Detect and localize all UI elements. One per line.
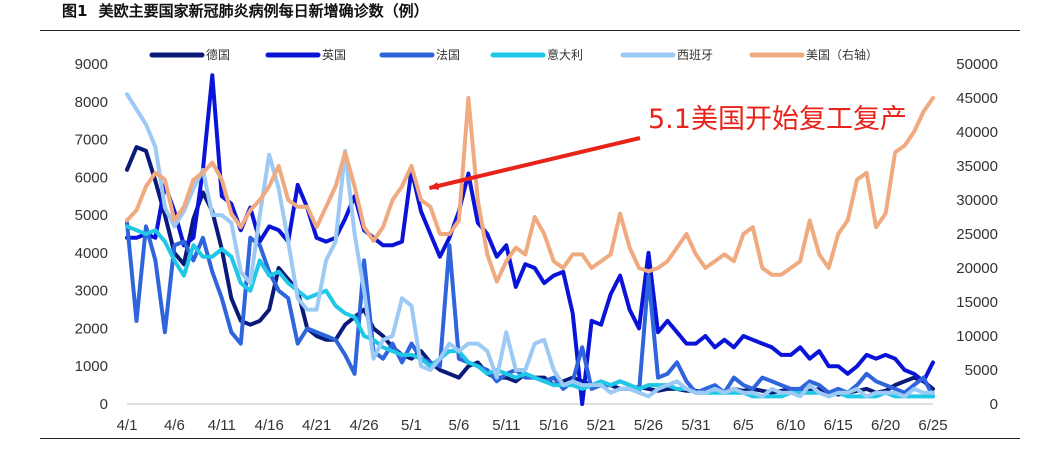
x-tick-label: 4/6 bbox=[164, 417, 185, 434]
right-tick-label: 35000 bbox=[956, 158, 998, 175]
figure-title: 美欧主要国家新冠肺炎病例每日新增确诊数（例） bbox=[98, 2, 429, 20]
right-tick-label: 0 bbox=[990, 396, 998, 413]
x-tick-label: 5/6 bbox=[448, 417, 469, 434]
right-axis-ticks: 0 5000 10000 15000 20000 25000 30000 35000 40000… bbox=[956, 56, 998, 413]
right-tick-label: 50000 bbox=[956, 56, 998, 73]
right-tick-label: 45000 bbox=[956, 90, 998, 107]
x-tick-label: 5/16 bbox=[539, 417, 568, 434]
series-line-4 bbox=[125, 92, 935, 399]
legend-label: 英国 bbox=[322, 48, 346, 62]
legend-label: 西班牙 bbox=[677, 48, 713, 62]
x-tick-label: 5/11 bbox=[492, 417, 520, 434]
x-tick-label: 6/20 bbox=[871, 417, 900, 434]
x-tick-label: 6/25 bbox=[918, 417, 947, 434]
annotation: 5.1美国开始复工复产 bbox=[428, 104, 907, 190]
x-tick-label: 4/21 bbox=[302, 417, 331, 434]
legend-label: 德国 bbox=[206, 47, 230, 62]
left-tick-label: 3000 bbox=[75, 283, 108, 300]
x-tick-label: 5/31 bbox=[681, 417, 710, 434]
x-tick-label: 4/16 bbox=[255, 417, 284, 434]
left-tick-label: 7000 bbox=[75, 132, 108, 149]
right-tick-label: 20000 bbox=[956, 260, 998, 277]
legend-label: 法国 bbox=[436, 48, 460, 62]
legend-label: 意大利 bbox=[547, 47, 583, 62]
left-tick-label: 6000 bbox=[75, 169, 108, 186]
figure-number: 图1 bbox=[62, 2, 88, 20]
annotation-text: 5.1美国开始复工复产 bbox=[648, 104, 907, 135]
left-tick-label: 4000 bbox=[75, 245, 108, 262]
right-tick-label: 40000 bbox=[956, 124, 998, 141]
annotation-arrow bbox=[428, 136, 641, 190]
series-lines bbox=[125, 73, 935, 406]
left-tick-label: 8000 bbox=[75, 94, 108, 111]
right-tick-label: 25000 bbox=[956, 226, 998, 243]
left-tick-label: 5000 bbox=[75, 207, 108, 224]
right-tick-label: 15000 bbox=[956, 294, 998, 311]
x-tick-label: 4/11 bbox=[208, 417, 236, 434]
bottom-rule bbox=[40, 438, 1020, 439]
left-tick-label: 1000 bbox=[75, 358, 108, 375]
x-tick-label: 6/10 bbox=[776, 417, 805, 434]
left-tick-label: 2000 bbox=[75, 320, 108, 337]
legend-label: 美国（右轴） bbox=[806, 47, 878, 62]
x-tick-label: 6/5 bbox=[733, 417, 754, 434]
x-axis-ticks: 4/1 4/6 4/11 4/16 4/21 4/26 5/1 5/6 5/11 5/16 5/21… bbox=[117, 417, 948, 434]
right-tick-label: 30000 bbox=[956, 192, 998, 209]
series-line-5 bbox=[125, 96, 935, 284]
legend: 德国 英国 法国 意大利 西班牙 美国（右轴） bbox=[149, 47, 878, 62]
x-tick-label: 5/26 bbox=[634, 417, 663, 434]
figure-title-block: 图1 美欧主要国家新冠肺炎病例每日新增确诊数（例） bbox=[62, 0, 429, 21]
x-tick-label: 4/1 bbox=[117, 417, 138, 434]
left-tick-label: 9000 bbox=[75, 56, 108, 73]
x-tick-label: 5/21 bbox=[587, 417, 616, 434]
x-tick-label: 5/1 bbox=[401, 417, 422, 434]
left-axis-ticks: 0 1000 2000 3000 4000 5000 6000 7000 8000 9000 bbox=[75, 56, 108, 413]
series-line-1 bbox=[125, 73, 935, 406]
series-line-2 bbox=[125, 220, 935, 399]
right-tick-label: 5000 bbox=[965, 362, 998, 379]
right-tick-label: 10000 bbox=[956, 328, 998, 345]
left-tick-label: 0 bbox=[100, 396, 108, 413]
x-tick-label: 6/15 bbox=[824, 417, 853, 434]
x-tick-label: 4/26 bbox=[349, 417, 378, 434]
top-rule bbox=[40, 30, 1020, 31]
series-line-3 bbox=[125, 224, 935, 399]
